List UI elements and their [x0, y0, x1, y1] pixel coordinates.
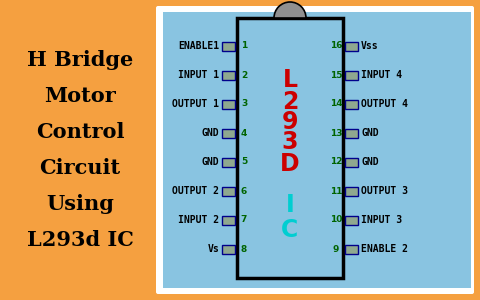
Text: I: I [286, 193, 294, 217]
Wedge shape [274, 2, 306, 18]
Text: 4: 4 [241, 128, 247, 137]
Text: Motor: Motor [44, 86, 116, 106]
Bar [222, 41, 235, 50]
Text: ENABLE 2: ENABLE 2 [361, 244, 408, 254]
Text: ENABLE1: ENABLE1 [178, 41, 219, 51]
Text: 3: 3 [282, 130, 298, 154]
Text: 5: 5 [241, 158, 247, 166]
Text: 16: 16 [330, 41, 342, 50]
Text: INPUT 4: INPUT 4 [361, 70, 402, 80]
Text: 9: 9 [333, 244, 339, 253]
Text: Using: Using [46, 194, 114, 214]
Text: GND: GND [202, 128, 219, 138]
Text: C: C [281, 218, 299, 242]
Bar [345, 244, 358, 253]
Text: 2: 2 [241, 70, 247, 80]
Bar [222, 244, 235, 253]
Bar [345, 41, 358, 50]
Bar [345, 100, 358, 109]
Text: OUTPUT 4: OUTPUT 4 [361, 99, 408, 109]
Bar [237, 18, 343, 278]
Bar [163, 12, 471, 288]
Text: 6: 6 [241, 187, 247, 196]
Text: 14: 14 [330, 100, 342, 109]
Text: L293d IC: L293d IC [26, 230, 133, 250]
Text: L: L [283, 68, 298, 92]
Bar [345, 215, 358, 224]
Text: OUTPUT 2: OUTPUT 2 [172, 186, 219, 196]
Bar [345, 128, 358, 137]
Bar [222, 70, 235, 80]
Text: 8: 8 [241, 244, 247, 253]
Text: GND: GND [361, 128, 379, 138]
Bar [345, 187, 358, 196]
Text: 2: 2 [282, 90, 298, 114]
Text: Vss: Vss [361, 41, 379, 51]
Text: GND: GND [361, 157, 379, 167]
Text: 15: 15 [330, 70, 342, 80]
Text: 1: 1 [241, 41, 247, 50]
Text: INPUT 2: INPUT 2 [178, 215, 219, 225]
Text: INPUT 3: INPUT 3 [361, 215, 402, 225]
Bar [222, 158, 235, 166]
Bar [345, 158, 358, 166]
FancyBboxPatch shape [156, 6, 474, 294]
Text: OUTPUT 3: OUTPUT 3 [361, 186, 408, 196]
Text: Control: Control [36, 122, 124, 142]
Text: 7: 7 [241, 215, 247, 224]
Bar [222, 215, 235, 224]
Text: 9: 9 [282, 110, 298, 134]
Text: INPUT 1: INPUT 1 [178, 70, 219, 80]
Text: 10: 10 [330, 215, 342, 224]
Bar [222, 100, 235, 109]
Text: GND: GND [202, 157, 219, 167]
Text: 3: 3 [241, 100, 247, 109]
Text: 11: 11 [330, 187, 342, 196]
Text: 13: 13 [330, 128, 342, 137]
Text: 12: 12 [330, 158, 342, 166]
Text: OUTPUT 1: OUTPUT 1 [172, 99, 219, 109]
Bar [222, 128, 235, 137]
Bar [222, 187, 235, 196]
Text: Vs: Vs [207, 244, 219, 254]
Bar [345, 70, 358, 80]
Text: H Bridge: H Bridge [27, 50, 133, 70]
Text: Circuit: Circuit [39, 158, 120, 178]
Text: D: D [280, 152, 300, 176]
